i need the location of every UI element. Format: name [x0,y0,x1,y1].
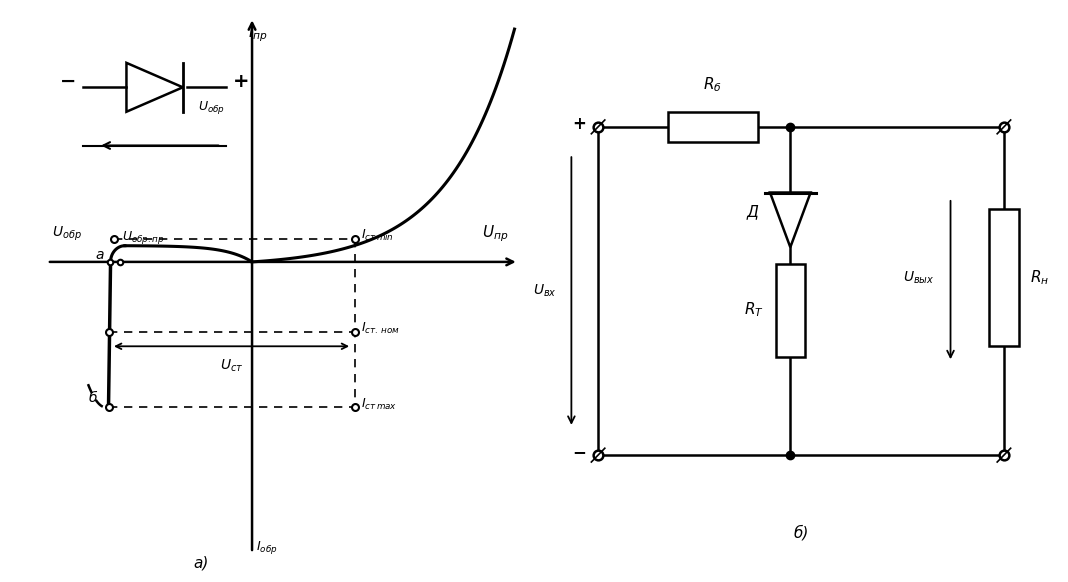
Text: $I_{ст\,max}$: $I_{ст\,max}$ [361,397,397,412]
Text: $R_н$: $R_н$ [1031,268,1050,287]
Text: $U_{обр.пр}$: $U_{обр.пр}$ [123,229,166,246]
Text: $U_{вх}$: $U_{вх}$ [533,283,556,299]
Bar [775,264,805,357]
Text: $U_{пр}$: $U_{пр}$ [482,224,508,244]
Text: б): б) [794,524,808,540]
Bar [668,112,758,142]
Text: $U_{обр}$: $U_{обр}$ [199,98,225,115]
Text: а: а [96,248,105,262]
Text: −: − [61,72,77,91]
Text: а): а) [193,555,208,570]
Text: $R_б$: $R_б$ [704,76,722,94]
Bar [989,209,1019,346]
Text: $R_T$: $R_T$ [744,301,764,320]
Text: $I_{ст\,min}$: $I_{ст\,min}$ [361,228,394,243]
Text: $I_{пр}$: $I_{пр}$ [249,23,268,44]
Text: $U_{ст}$: $U_{ст}$ [220,357,244,374]
Text: −: − [572,443,586,462]
Text: $I_{ст.\,ном}$: $I_{ст.\,ном}$ [361,321,399,336]
Text: $U_{обр}$: $U_{обр}$ [52,225,82,243]
Text: Д: Д [747,204,759,219]
Text: +: + [233,72,249,91]
Text: б: б [89,391,97,404]
Text: $I_{обр}$: $I_{обр}$ [256,538,278,556]
Text: $U_{вых}$: $U_{вых}$ [902,269,934,286]
Text: +: + [572,115,586,133]
